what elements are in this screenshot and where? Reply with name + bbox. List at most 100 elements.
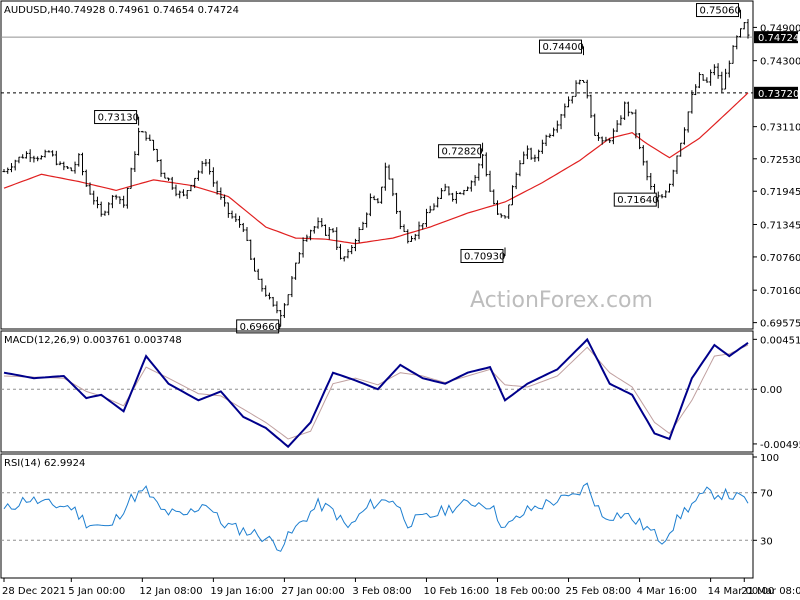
candle — [510, 185, 514, 206]
candle — [540, 139, 544, 154]
candle — [2, 169, 6, 173]
time-axis-tick-label: 19 Jan 16:00 — [210, 586, 273, 597]
time-axis-tick-label: 14 Mar 00:00 — [708, 586, 775, 597]
candle — [324, 224, 328, 236]
candle — [301, 237, 305, 258]
candle — [223, 194, 227, 207]
candle — [342, 256, 346, 262]
candle — [148, 134, 152, 141]
candle — [66, 166, 70, 169]
candle — [122, 195, 126, 208]
candle — [578, 79, 582, 85]
candle — [548, 133, 552, 138]
candle — [155, 148, 159, 163]
candle — [286, 294, 290, 306]
candle — [256, 268, 260, 280]
price-ohlc-label: 0.74928 0.74961 0.74654 0.74724 — [64, 5, 239, 16]
candle — [391, 178, 395, 197]
candle — [671, 169, 675, 187]
candle — [720, 71, 724, 93]
candle — [238, 215, 242, 228]
candle — [727, 60, 731, 78]
candle — [200, 160, 204, 174]
candle — [267, 292, 271, 300]
candle — [428, 205, 432, 214]
candle — [477, 163, 481, 181]
candle — [73, 161, 77, 174]
candle — [241, 222, 245, 233]
candle — [604, 136, 608, 142]
candle — [331, 228, 335, 233]
candle — [230, 210, 234, 219]
candle — [54, 150, 58, 166]
candle — [395, 192, 399, 214]
candle — [167, 177, 171, 181]
candle — [458, 191, 462, 195]
annotation-label: 0.70930 — [464, 251, 505, 262]
candle — [159, 159, 163, 177]
candle — [731, 45, 735, 64]
candle — [376, 198, 380, 204]
candle — [21, 154, 25, 159]
candle — [219, 187, 223, 200]
candle — [398, 210, 402, 230]
price-annotation: 0.71640 — [613, 192, 659, 209]
rsi-axis-tick-label: 30 — [760, 536, 773, 547]
candle — [742, 22, 746, 30]
time-axis-tick-label: 28 Dec 2021 — [2, 586, 66, 597]
candle — [626, 101, 630, 117]
candle — [675, 155, 679, 175]
candle — [211, 167, 215, 187]
price-annotation: 0.75060 — [696, 3, 742, 19]
candle — [365, 212, 369, 228]
rsi-panel-title: RSI(14) 62.9924 — [4, 458, 85, 469]
candle — [252, 257, 256, 272]
price-axis-tick-label: 0.74900 — [760, 23, 800, 34]
candle — [481, 154, 485, 169]
candle — [387, 164, 391, 180]
macd-panel-border — [0, 330, 754, 453]
candle — [245, 227, 249, 242]
candle — [522, 151, 526, 165]
candle — [585, 79, 589, 99]
candle — [361, 221, 365, 231]
candle — [189, 184, 193, 192]
candle — [697, 72, 701, 89]
candle — [574, 80, 578, 97]
time-axis-tick-label: 21 Mar 08:00 — [741, 586, 800, 597]
candle — [544, 134, 548, 147]
candle — [39, 155, 43, 160]
candle — [316, 217, 320, 229]
candle — [641, 145, 645, 166]
price-axis-tick-label: 0.72530 — [760, 155, 800, 166]
candle — [346, 248, 350, 259]
rsi-axis-tick-label: 70 — [760, 489, 773, 500]
time-axis: 28 Dec 2021 5 Jan 00:00 12 Jan 08:00 19 Jan… — [2, 578, 800, 597]
candle — [581, 80, 585, 83]
candle — [619, 115, 623, 126]
candle — [6, 167, 10, 174]
candle — [570, 95, 574, 104]
candle — [701, 74, 705, 81]
price-annotation: 0.70930 — [460, 247, 506, 263]
price-panel-title: AUDUSD,H4 — [4, 5, 64, 16]
moving-average-line — [3, 92, 749, 245]
macd-axis-tick-label: -0.00495 — [760, 440, 800, 451]
candle — [170, 176, 174, 190]
candle — [410, 235, 414, 242]
candle — [634, 109, 638, 139]
candle — [383, 162, 387, 191]
candle — [32, 155, 36, 163]
candle — [469, 180, 473, 192]
price-axis-tick-label: 0.74300 — [760, 57, 800, 68]
price-axis-marker: 0.74724 — [754, 31, 799, 44]
candle — [275, 301, 279, 314]
time-axis-tick-label: 5 Jan 00:00 — [68, 586, 125, 597]
candle — [514, 172, 518, 190]
candle — [529, 147, 533, 160]
candle — [712, 64, 716, 76]
candle — [47, 150, 51, 153]
candle — [600, 136, 604, 145]
macd-signal-line — [3, 344, 749, 440]
